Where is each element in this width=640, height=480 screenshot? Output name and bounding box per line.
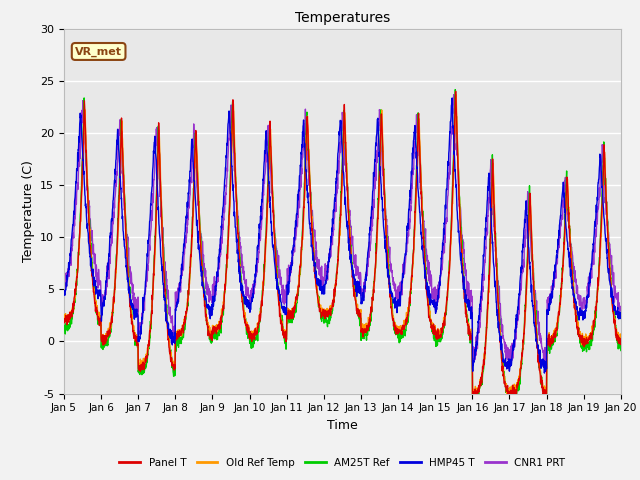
Legend: Panel T, Old Ref Temp, AM25T Ref, HMP45 T, CNR1 PRT: Panel T, Old Ref Temp, AM25T Ref, HMP45 … (115, 454, 570, 472)
Title: Temperatures: Temperatures (295, 11, 390, 25)
Text: VR_met: VR_met (75, 47, 122, 57)
Y-axis label: Temperature (C): Temperature (C) (22, 160, 35, 262)
X-axis label: Time: Time (327, 419, 358, 432)
